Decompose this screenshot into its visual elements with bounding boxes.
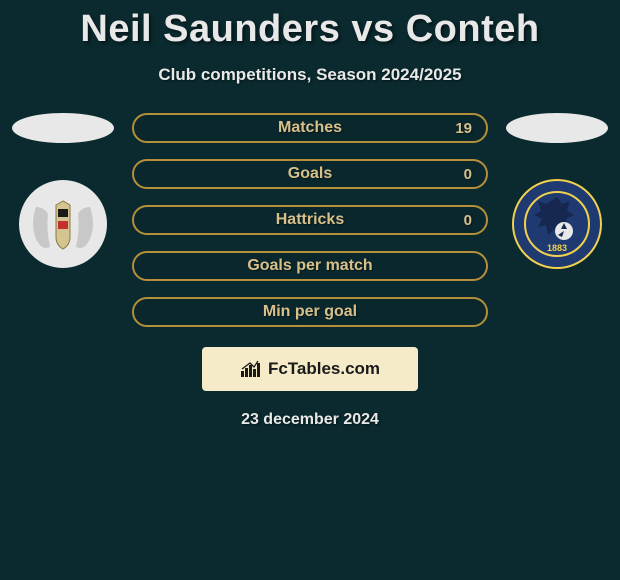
right-crest: 1883 (512, 179, 602, 269)
logo-text: FcTables.com (268, 359, 380, 379)
stat-label: Matches (278, 119, 342, 137)
stat-label: Goals (288, 165, 332, 183)
right-flag (506, 113, 608, 143)
stat-value: 0 (464, 166, 472, 183)
right-column: 1883 (502, 113, 612, 269)
stat-bar-hattricks: Hattricks 0 (132, 205, 488, 235)
stats-column: Matches 19 Goals 0 Hattricks 0 Goals per… (118, 113, 502, 327)
stat-label: Goals per match (247, 257, 372, 275)
stat-label: Hattricks (276, 211, 344, 229)
stat-value: 0 (464, 212, 472, 229)
stat-bar-matches: Matches 19 (132, 113, 488, 143)
main-row: Matches 19 Goals 0 Hattricks 0 Goals per… (0, 113, 620, 327)
comparison-subtitle: Club competitions, Season 2024/2025 (0, 65, 620, 85)
stat-value: 19 (455, 120, 472, 137)
svg-text:1883: 1883 (547, 243, 567, 253)
right-crest-svg: 1883 (512, 179, 602, 269)
left-crest-svg (18, 179, 108, 269)
comparison-title: Neil Saunders vs Conteh (0, 0, 620, 51)
left-flag (12, 113, 114, 143)
left-crest (18, 179, 108, 269)
date-label: 23 december 2024 (0, 411, 620, 429)
stat-bar-min-per-goal: Min per goal (132, 297, 488, 327)
stat-bar-goals-per-match: Goals per match (132, 251, 488, 281)
chart-icon (240, 360, 262, 378)
fctables-logo[interactable]: FcTables.com (202, 347, 418, 391)
stat-bar-goals: Goals 0 (132, 159, 488, 189)
left-column (8, 113, 118, 269)
stat-label: Min per goal (263, 303, 357, 321)
